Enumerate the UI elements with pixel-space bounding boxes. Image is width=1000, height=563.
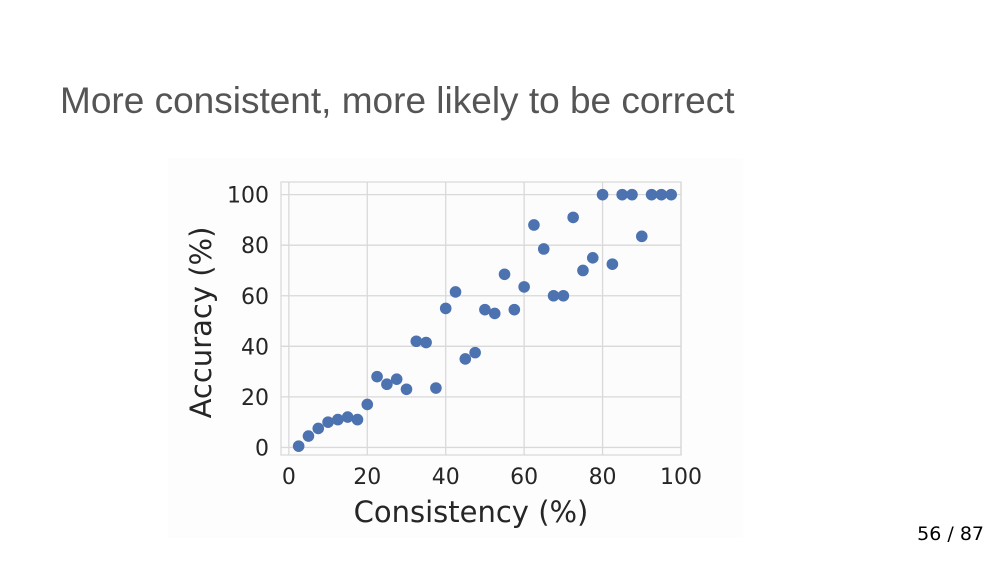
y-axis-label: Accuracy (%) — [184, 227, 218, 419]
y-tick-label: 60 — [241, 285, 269, 310]
x-tick-label: 80 — [589, 465, 617, 490]
y-tick-label: 40 — [241, 335, 269, 360]
data-point — [371, 370, 383, 383]
x-tick-label: 40 — [432, 465, 460, 490]
data-point — [292, 440, 305, 452]
data-point — [557, 289, 570, 302]
data-point — [312, 422, 325, 435]
scatter-chart: 0 20 40 60 80 100 0 20 40 60 80 100 Consistency (%… — [184, 181, 702, 529]
data-point — [410, 335, 423, 348]
data-point — [577, 264, 589, 277]
data-point — [420, 336, 432, 349]
data-points — [292, 188, 677, 452]
data-point — [537, 243, 550, 255]
data-point — [322, 416, 334, 428]
data-point — [430, 382, 442, 394]
data-point — [332, 413, 344, 426]
data-point — [665, 188, 677, 201]
x-tick-labels: 0 20 40 60 80 100 — [282, 465, 702, 490]
data-point — [606, 258, 619, 270]
data-point — [479, 303, 491, 316]
y-tick-label: 0 — [255, 436, 269, 461]
data-point — [390, 373, 403, 385]
x-tick-label: 100 — [660, 465, 702, 490]
data-point — [626, 188, 638, 201]
data-point — [302, 430, 315, 442]
data-point — [381, 378, 393, 391]
data-point — [567, 211, 579, 224]
y-tick-label: 100 — [227, 184, 269, 209]
plot-frame — [280, 181, 682, 456]
data-point — [488, 307, 501, 320]
data-point — [586, 252, 599, 264]
data-point — [655, 188, 668, 201]
data-point — [469, 346, 481, 359]
data-point — [351, 413, 364, 426]
y-tick-label: 20 — [241, 386, 269, 411]
data-point — [528, 219, 540, 231]
data-point — [439, 302, 452, 315]
y-tick-labels: 0 20 40 60 80 100 — [227, 184, 269, 462]
data-point — [498, 268, 511, 281]
data-point — [635, 230, 648, 243]
data-point — [361, 398, 374, 411]
x-axis-label: Consistency (%) — [354, 495, 589, 529]
slide-title: More consistent, more likely to be corre… — [60, 80, 735, 121]
x-tick-label: 20 — [353, 465, 381, 490]
y-tick-label: 80 — [241, 234, 269, 259]
data-point — [449, 286, 462, 298]
x-tick-label: 60 — [510, 465, 538, 490]
x-tick-label: 0 — [282, 465, 296, 490]
data-point — [341, 411, 354, 423]
data-point — [400, 383, 413, 396]
data-point — [518, 281, 530, 293]
slide-counter: 56 / 87 — [917, 523, 984, 545]
plot-area — [281, 182, 681, 455]
data-point — [645, 188, 658, 201]
data-point — [547, 289, 560, 302]
data-point — [616, 188, 628, 201]
chart-figure: 0 20 40 60 80 100 0 20 40 60 80 100 Consistency (%… — [168, 158, 743, 538]
data-point — [459, 353, 472, 365]
data-point — [596, 188, 609, 201]
data-point — [508, 303, 521, 316]
